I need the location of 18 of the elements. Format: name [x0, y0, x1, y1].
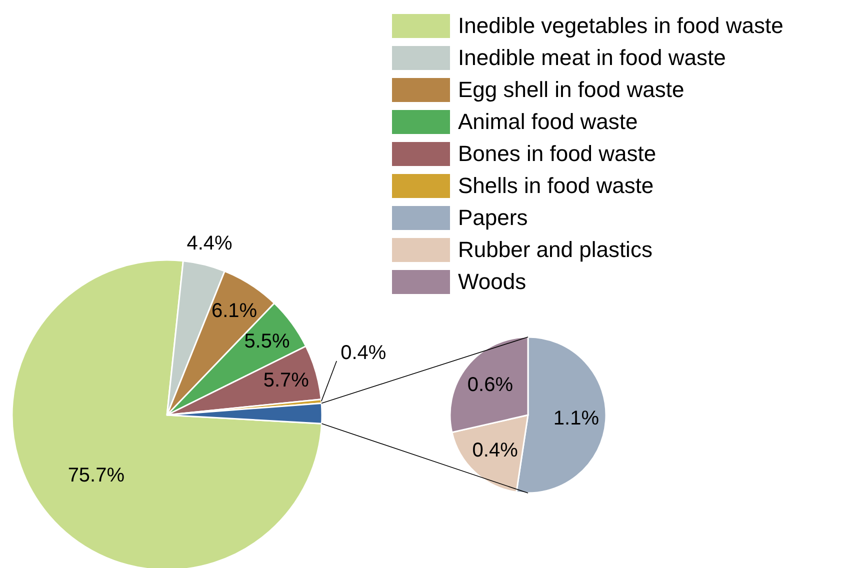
- data-label: 1.1%: [553, 408, 600, 430]
- legend-label: Inedible meat in food waste: [458, 45, 726, 71]
- legend-label: Bones in food waste: [458, 141, 656, 167]
- legend-label: Shells in food waste: [458, 173, 654, 199]
- data-label: 0.4%: [340, 342, 386, 364]
- legend-label: Woods: [458, 269, 526, 295]
- data-label: 0.6%: [467, 374, 514, 396]
- legend-label: Egg shell in food waste: [458, 77, 684, 103]
- legend-label: Animal food waste: [458, 109, 638, 135]
- data-label: 0.4%: [472, 439, 518, 462]
- data-label: 4.4%: [186, 232, 233, 254]
- data-label: 6.1%: [211, 300, 258, 322]
- legend-label: Inedible vegetables in food waste: [458, 13, 784, 39]
- data-label: 75.7%: [68, 464, 125, 486]
- data-label: 5.5%: [244, 330, 290, 353]
- data-label: 5.7%: [263, 370, 310, 392]
- legend-label: Rubber and plastics: [458, 237, 652, 263]
- legend-label: Papers: [458, 205, 528, 231]
